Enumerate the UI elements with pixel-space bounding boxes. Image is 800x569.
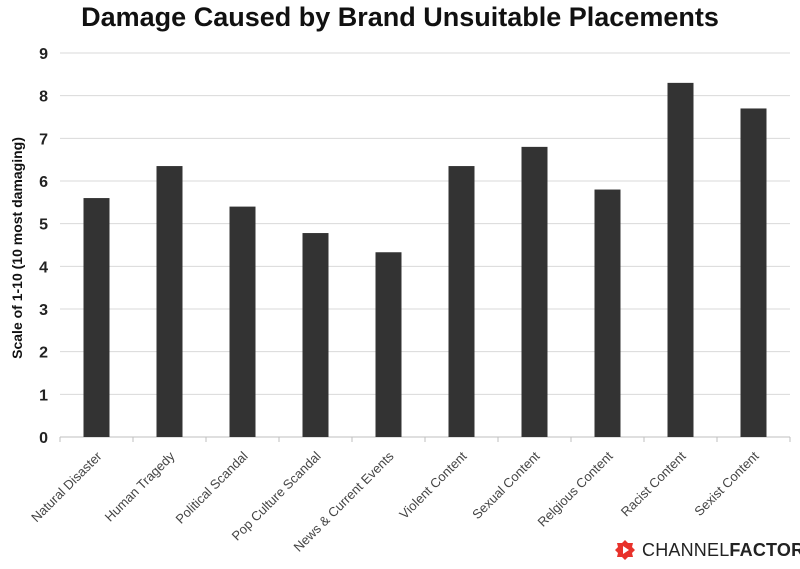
x-tick-label: Political Scandal (173, 448, 251, 526)
bar (375, 252, 402, 437)
brand-name-light: CHANNEL (642, 539, 730, 560)
brand-name: CHANNELFACTORY (642, 540, 800, 561)
y-tick-label: 9 (39, 46, 48, 63)
x-tick-label: Racist Content (618, 448, 689, 519)
y-tick-label: 7 (39, 131, 48, 148)
bar (229, 206, 256, 437)
bar (83, 198, 110, 437)
chart-title: Damage Caused by Brand Unsuitable Placem… (81, 2, 719, 32)
y-tick-label: 3 (39, 302, 48, 319)
x-tick-label: Violent Content (396, 448, 470, 522)
y-tick-label: 0 (39, 430, 48, 447)
y-axis-label: Scale of 1-10 (10 most damaging) (9, 137, 25, 359)
x-tick-label: Human Tragedy (102, 448, 178, 524)
bar (302, 233, 329, 437)
bar (594, 189, 621, 437)
bar (448, 166, 475, 438)
channel-factory-logo-icon (615, 540, 635, 560)
bar (667, 82, 694, 437)
y-tick-label: 8 (39, 89, 48, 106)
brand-name-bold: FACTORY (729, 539, 800, 560)
x-tick-label: Natural Disaster (28, 448, 105, 525)
x-tick-label: Sexist Content (691, 448, 762, 519)
bar (740, 108, 767, 437)
bars (83, 82, 767, 438)
y-tick-label: 5 (39, 217, 48, 234)
brand-logo: CHANNELFACTORY (614, 538, 800, 562)
y-tick-label: 6 (39, 174, 48, 191)
y-tick-label: 2 (39, 345, 48, 362)
y-tick-labels: 0 1 2 3 4 5 6 7 8 9 (39, 46, 48, 447)
x-tick-label: Relgious Content (534, 448, 615, 529)
bar (521, 146, 548, 437)
bar (156, 166, 183, 438)
y-tick-label: 1 (39, 387, 48, 404)
x-tick-label: Sexual Content (469, 448, 543, 522)
y-tick-label: 4 (39, 259, 48, 276)
